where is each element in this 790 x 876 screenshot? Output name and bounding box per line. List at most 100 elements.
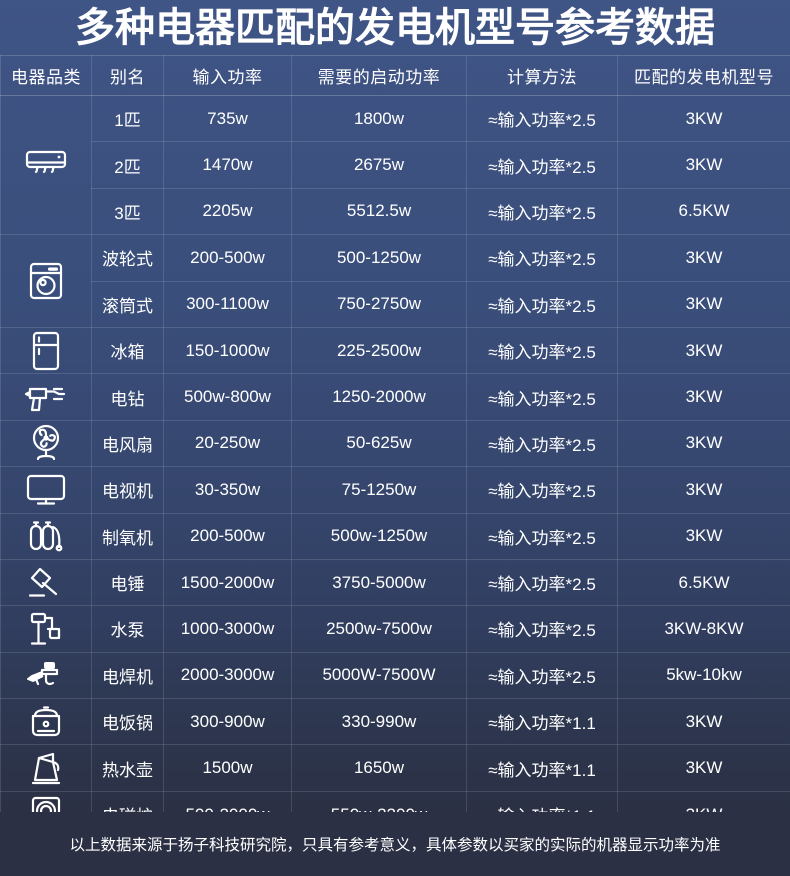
calculation-method-cell: ≈输入功率*2.5	[466, 280, 618, 328]
column-header-formula: 计算方法	[466, 55, 618, 96]
calculation-method-cell: ≈输入功率*1.1	[466, 744, 618, 792]
appliance-alias-cell: 制氧机	[91, 512, 164, 560]
start-power-cell: 5512.5w	[291, 187, 467, 236]
calculation-method-cell: ≈输入功率*2.5	[466, 558, 618, 607]
input-power-cell: 2000-3000w	[163, 651, 292, 700]
appliance-alias-cell: 1匹	[91, 94, 164, 143]
appliance-alias-cell: 波轮式	[91, 234, 164, 282]
generator-model-cell: 3KW	[617, 94, 790, 143]
appliance-alias-cell: 电风扇	[91, 419, 164, 468]
calculation-method-cell: ≈输入功率*2.5	[466, 94, 618, 143]
table-row: 电焊机 2000-3000w 5000W-7500W ≈输入功率*2.5 5kw-10k…	[0, 651, 790, 700]
start-power-cell: 50-625w	[291, 419, 467, 468]
appliance-alias-cell: 滚筒式	[91, 280, 164, 328]
table-row: 电钻 500w-800w 1250-2000w ≈输入功率*2.5 3KW	[0, 373, 790, 421]
television-icon	[1, 473, 91, 507]
input-power-cell: 30-350w	[163, 466, 292, 514]
table-header-row: 电器品类 别名 输入功率 需要的启动功率 计算方法 匹配的发电机型号	[0, 55, 790, 96]
column-header-start-power: 需要的启动功率	[291, 55, 467, 96]
calculation-method-cell: ≈输入功率*2.5	[466, 466, 618, 514]
start-power-cell: 500-1250w	[291, 234, 467, 282]
column-header-category: 电器品类	[0, 55, 92, 96]
calculation-method-cell: ≈输入功率*2.5	[466, 512, 618, 560]
appliance-alias-cell: 2匹	[91, 141, 164, 189]
calculation-method-cell: ≈输入功率*2.5	[466, 234, 618, 282]
calculation-method-cell: ≈输入功率*2.5	[466, 605, 618, 653]
appliance-alias-cell: 3匹	[91, 187, 164, 236]
start-power-cell: 500w-1250w	[291, 512, 467, 560]
table-row: 电视机 30-350w 75-1250w ≈输入功率*2.5 3KW	[0, 466, 790, 514]
air-conditioner-icon	[1, 148, 91, 182]
footer-note: 以上数据来源于扬子科技研究院，只具有参考意义，具体参数以买家的实际的机器显示功率…	[69, 837, 721, 854]
appliance-alias-cell: 冰箱	[91, 326, 164, 375]
appliance-category-cell	[0, 373, 92, 421]
calculation-method-cell: ≈输入功率*2.5	[466, 187, 618, 236]
calculation-method-cell: ≈输入功率*2.5	[466, 373, 618, 421]
generator-model-cell: 3KW	[617, 280, 790, 328]
table-row: 水泵 1000-3000w 2500w-7500w ≈输入功率*2.5 3KW-8KW	[0, 605, 790, 653]
appliance-alias-cell: 电饭锅	[91, 698, 164, 746]
input-power-cell: 200-500w	[163, 512, 292, 560]
start-power-cell: 5000W-7500W	[291, 651, 467, 700]
generator-model-cell: 5kw-10kw	[617, 651, 790, 700]
generator-model-cell: 3KW	[617, 512, 790, 560]
column-header-generator: 匹配的发电机型号	[617, 55, 790, 96]
kettle-icon	[1, 749, 91, 787]
appliance-alias-cell: 热水壶	[91, 744, 164, 792]
start-power-cell: 1250-2000w	[291, 373, 467, 421]
input-power-cell: 20-250w	[163, 419, 292, 468]
calculation-method-cell: ≈输入功率*2.5	[466, 651, 618, 700]
input-power-cell: 735w	[163, 94, 292, 143]
input-power-cell: 1470w	[163, 141, 292, 189]
table-body: 1匹 735w 1800w ≈输入功率*2.5 3KW 2匹 1470w 2675w ≈输入功率…	[0, 94, 790, 839]
column-header-alias: 别名	[91, 55, 164, 96]
appliance-alias-cell: 电锤	[91, 558, 164, 607]
start-power-cell: 1650w	[291, 744, 467, 792]
input-power-cell: 200-500w	[163, 234, 292, 282]
input-power-cell: 1500-2000w	[163, 558, 292, 607]
generator-model-cell: 3KW-8KW	[617, 605, 790, 653]
page-title: 多种电器匹配的发电机型号参考数据	[75, 5, 715, 50]
electric-drill-icon	[1, 380, 91, 414]
table-row: 2匹 1470w 2675w ≈输入功率*2.5 3KW	[1, 141, 790, 189]
washing-machine-icon	[1, 262, 91, 300]
appliance-category-cell	[0, 512, 92, 560]
generator-model-cell: 6.5KW	[617, 187, 790, 236]
appliance-alias-cell: 电钻	[91, 373, 164, 421]
appliance-category-cell	[0, 94, 92, 236]
table-header: 电器品类 别名 输入功率 需要的启动功率 计算方法 匹配的发电机型号	[0, 55, 790, 96]
table-row: 1匹 735w 1800w ≈输入功率*2.5 3KW	[0, 94, 790, 236]
appliance-category-cell	[0, 558, 92, 607]
table-row: 热水壶 1500w 1650w ≈输入功率*1.1 3KW	[0, 744, 790, 792]
start-power-cell: 225-2500w	[291, 326, 467, 375]
rice-cooker-icon	[1, 704, 91, 740]
table-row: 制氧机 200-500w 500w-1250w ≈输入功率*2.5 3KW	[0, 512, 790, 560]
table-row: 电饭锅 300-900w 330-990w ≈输入功率*1.1 3KW	[0, 698, 790, 746]
input-power-cell: 150-1000w	[163, 326, 292, 375]
appliance-category-cell	[0, 698, 92, 746]
start-power-cell: 3750-5000w	[291, 558, 467, 607]
appliance-category-cell	[0, 234, 92, 328]
input-power-cell: 300-1100w	[163, 280, 292, 328]
input-power-cell: 1500w	[163, 744, 292, 792]
input-power-cell: 300-900w	[163, 698, 292, 746]
welding-machine-icon	[1, 659, 91, 691]
oxygen-machine-icon	[1, 517, 91, 555]
input-power-cell: 1000-3000w	[163, 605, 292, 653]
generator-model-cell: 3KW	[617, 744, 790, 792]
generator-model-cell: 6.5KW	[617, 558, 790, 607]
generator-model-cell: 3KW	[617, 466, 790, 514]
generator-model-cell: 3KW	[617, 326, 790, 375]
generator-model-cell: 3KW	[617, 698, 790, 746]
start-power-cell: 1800w	[291, 94, 467, 143]
refrigerator-icon	[1, 331, 91, 371]
electric-fan-icon	[1, 423, 91, 463]
generator-model-cell: 3KW	[617, 234, 790, 282]
water-pump-icon	[1, 610, 91, 648]
table-row: 电锤 1500-2000w 3750-5000w ≈输入功率*2.5 6.5KW	[0, 558, 790, 607]
input-power-cell: 2205w	[163, 187, 292, 236]
generator-model-cell: 3KW	[617, 141, 790, 189]
start-power-cell: 75-1250w	[291, 466, 467, 514]
start-power-cell: 750-2750w	[291, 280, 467, 328]
footer-note-bar: 以上数据来源于扬子科技研究院，只具有参考意义，具体参数以买家的实际的机器显示功率…	[0, 812, 790, 876]
